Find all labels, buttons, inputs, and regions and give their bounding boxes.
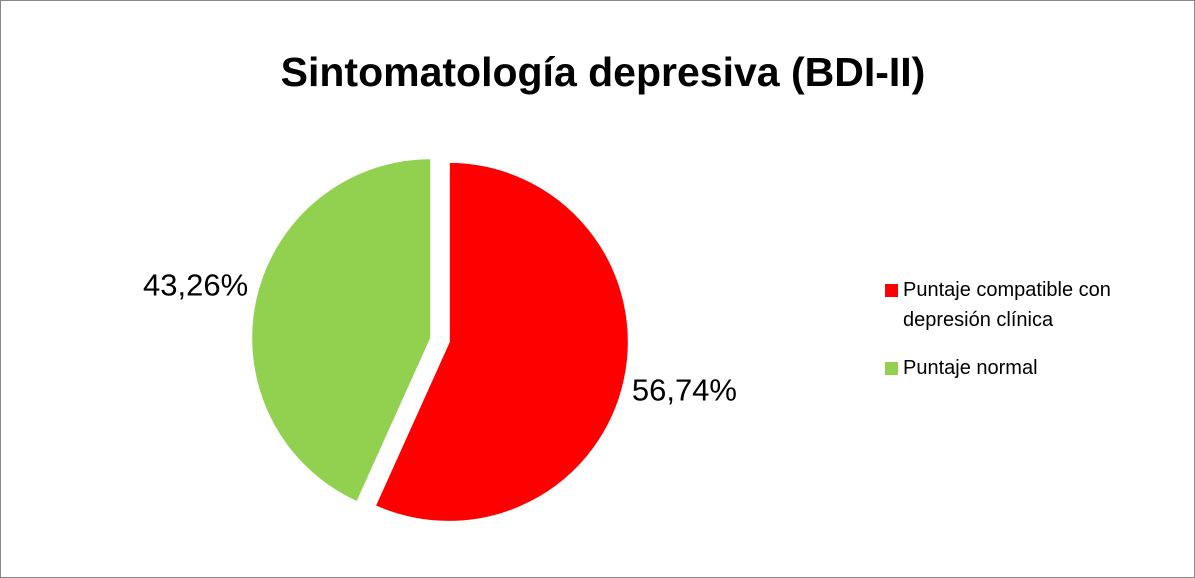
pie-slice: [250, 157, 433, 504]
legend-item: Puntaje compatible con depresión clínica: [885, 275, 1125, 335]
legend-swatch: [885, 362, 898, 375]
chart-title: Sintomatología depresiva (BDI-II): [281, 49, 926, 95]
legend-swatch: [885, 284, 898, 297]
data-label: 43,26%: [143, 268, 248, 303]
legend-label: Puntaje compatible con depresión clínica: [903, 279, 1111, 331]
legend-item: Puntaje normal: [885, 353, 1125, 383]
pie-slice: [373, 160, 630, 523]
legend-label: Puntaje normal: [903, 357, 1038, 379]
data-label: 56,74%: [632, 373, 737, 408]
